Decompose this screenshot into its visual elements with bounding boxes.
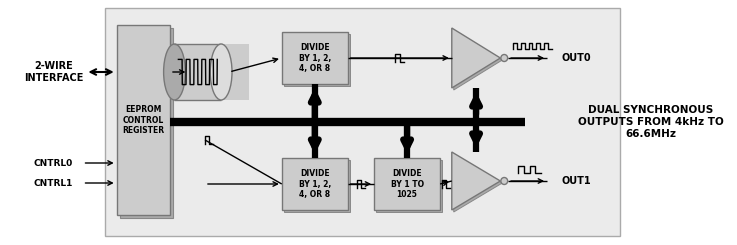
Text: OUT0: OUT0 xyxy=(562,53,591,63)
Polygon shape xyxy=(454,30,503,90)
Ellipse shape xyxy=(164,44,186,100)
Text: CNTRL1: CNTRL1 xyxy=(34,179,73,187)
Bar xyxy=(284,34,350,86)
Circle shape xyxy=(501,177,508,184)
Text: DIVIDE
BY 1, 2,
4, OR 8: DIVIDE BY 1, 2, 4, OR 8 xyxy=(298,169,331,199)
Text: DIVIDE
BY 1 TO
1025: DIVIDE BY 1 TO 1025 xyxy=(391,169,424,199)
Bar xyxy=(284,160,350,212)
Text: OUT1: OUT1 xyxy=(562,176,591,186)
Bar xyxy=(105,8,620,236)
Bar xyxy=(376,160,442,212)
Bar xyxy=(282,158,348,210)
Text: DUAL SYNCHRONOUS
OUTPUTS FROM 4kHz TO
66.6MHz: DUAL SYNCHRONOUS OUTPUTS FROM 4kHz TO 66… xyxy=(578,105,724,139)
Circle shape xyxy=(501,54,508,61)
Text: EEPROM
CONTROL
REGISTER: EEPROM CONTROL REGISTER xyxy=(122,105,164,135)
Ellipse shape xyxy=(210,44,232,100)
Text: DIVIDE
BY 1, 2,
4, OR 8: DIVIDE BY 1, 2, 4, OR 8 xyxy=(298,43,331,73)
Polygon shape xyxy=(454,154,503,212)
Bar xyxy=(374,158,440,210)
Text: CNTRL0: CNTRL0 xyxy=(34,159,73,168)
Text: 2-WIRE
INTERFACE: 2-WIRE INTERFACE xyxy=(24,61,83,83)
Bar xyxy=(175,44,249,100)
Polygon shape xyxy=(452,28,500,88)
Polygon shape xyxy=(452,152,500,210)
Bar xyxy=(282,32,348,84)
Bar xyxy=(119,28,173,218)
Bar xyxy=(116,25,170,215)
